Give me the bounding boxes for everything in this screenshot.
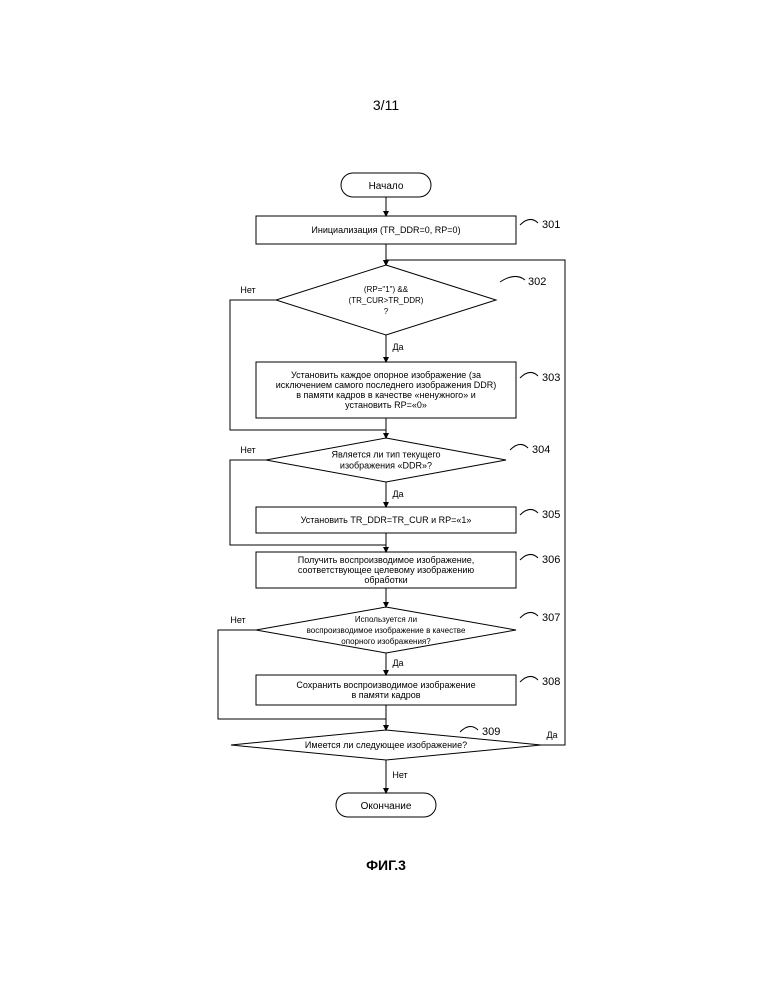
decision-text: Имеется ли следующее изображение? [305, 740, 467, 750]
decision-text: Является ли тип текущего [331, 450, 440, 460]
step-number: 302 [528, 276, 546, 288]
process-text: Инициализация (TR_DDR=0, RP=0) [311, 225, 460, 235]
edge-label: Нет [240, 445, 255, 455]
callout-leader [460, 726, 478, 732]
terminator-label: Окончание [361, 801, 412, 812]
page-number: 3/11 [373, 97, 399, 113]
callout-leader [520, 372, 538, 378]
process-text: Получить воспроизводимое изображение, [298, 555, 475, 565]
step-number: 304 [532, 444, 550, 456]
edge-label: Да [392, 489, 403, 499]
figure-label: ФИГ.3 [366, 857, 406, 873]
process-text: установить RP=«0» [345, 400, 427, 410]
step-number: 308 [542, 676, 560, 688]
edge-label: Да [392, 658, 403, 668]
step-number: 301 [542, 219, 560, 231]
process-text: Сохранить воспроизводимое изображение [296, 680, 475, 690]
process-text: в памяти кадров [351, 690, 420, 700]
decision-text: опорного изображения? [341, 637, 431, 646]
terminator-label: Начало [369, 181, 404, 192]
process-text: Установить каждое опорное изображение (з… [291, 370, 481, 380]
step-number: 305 [542, 509, 560, 521]
edge-label: Да [392, 342, 403, 352]
callout-leader [520, 612, 538, 618]
callout-leader [520, 554, 538, 560]
decision-text: ? [384, 307, 389, 316]
edge-label: Нет [230, 615, 245, 625]
process-text: обработки [364, 575, 407, 585]
callout-leader [500, 276, 525, 282]
edge-label: Да [546, 730, 557, 740]
decision-text: Используется ли [355, 615, 417, 624]
step-number: 307 [542, 612, 560, 624]
decision-text: воспроизводимое изображение в качестве [307, 626, 466, 635]
decision-text: (RP="1") && [364, 285, 409, 294]
decision-text: (TR_CUR>TR_DDR) [349, 296, 424, 305]
process-text: в памяти кадров в качестве «ненужного» и [296, 390, 475, 400]
step-number: 306 [542, 554, 560, 566]
callout-leader [520, 219, 538, 225]
callout-leader [520, 509, 538, 515]
process-text: исключением самого последнего изображени… [276, 380, 496, 390]
process-text: соответствующее целевому изображению [298, 565, 474, 575]
callout-leader [510, 444, 528, 450]
step-number: 303 [542, 372, 560, 384]
step-number: 309 [482, 726, 500, 738]
decision-text: изображения «DDR»? [340, 461, 432, 471]
process-text: Установить TR_DDR=TR_CUR и RP=«1» [301, 515, 472, 525]
callout-leader [520, 676, 538, 682]
edge-label: Нет [240, 285, 255, 295]
edge-label: Нет [392, 770, 407, 780]
flow-edge [386, 260, 565, 745]
